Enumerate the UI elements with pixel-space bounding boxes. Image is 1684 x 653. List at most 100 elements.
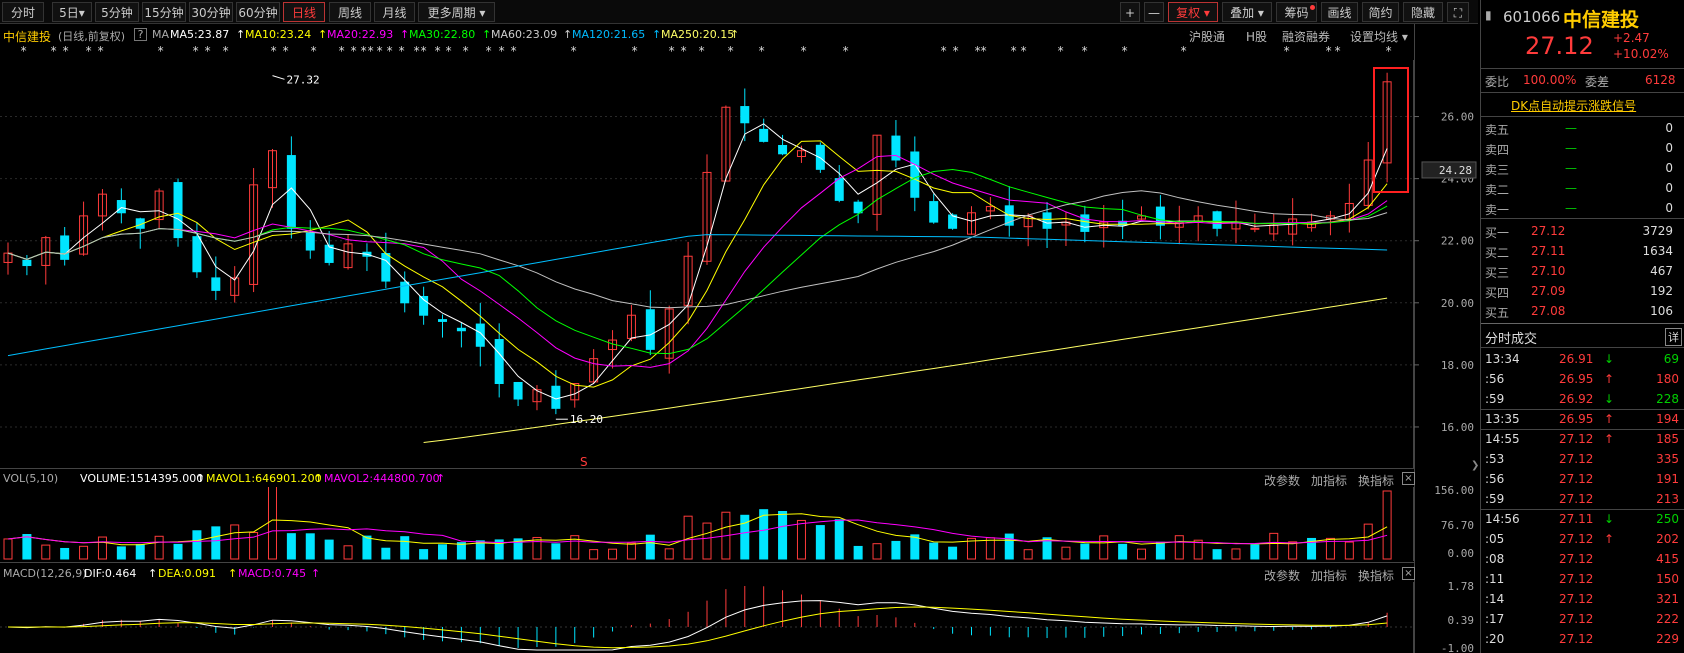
period-tab-9[interactable]: 更多周期 ▾ xyxy=(418,2,495,22)
period-tab-5[interactable]: 60分钟 xyxy=(236,2,280,22)
bid-price: 27.10 xyxy=(1531,264,1566,278)
period-tab-8[interactable]: 月线 xyxy=(374,2,415,22)
toolbar-right-7[interactable]: 隐藏 xyxy=(1403,2,1443,22)
candle-body xyxy=(1118,220,1128,226)
panel-divider xyxy=(0,468,1414,469)
volume-bar xyxy=(135,544,145,560)
toolbar-right-4[interactable]: 筹码 xyxy=(1276,2,1317,22)
ma120-value: MA120:21.65 xyxy=(572,28,646,41)
toolbar-right-8[interactable]: ⛶ xyxy=(1447,2,1469,22)
vol-change-params[interactable]: 改参数 xyxy=(1264,474,1301,488)
dk-signal-link[interactable]: DK点自动提示涨跌信号 xyxy=(1511,99,1637,113)
vol-add-indicator[interactable]: 加指标 xyxy=(1311,474,1348,488)
current-price-tag xyxy=(1421,161,1477,179)
chart-mode: (日线,前复权) xyxy=(58,30,126,43)
toolbar-right-2[interactable]: 复权 ▾ xyxy=(1168,2,1218,22)
signal-star: * xyxy=(157,44,165,58)
hgt-link[interactable]: 沪股通 xyxy=(1189,30,1226,44)
sell-signal-s: S xyxy=(580,455,588,468)
tick-vol: 229 xyxy=(1656,632,1679,646)
signal-star: * xyxy=(50,44,58,58)
menu-icon[interactable]: ▮ xyxy=(1485,8,1492,22)
volume-bar xyxy=(249,532,259,560)
volume-bar xyxy=(796,519,806,560)
volume-bar xyxy=(513,538,523,560)
toolbar-right-3[interactable]: 叠加 ▾ xyxy=(1222,2,1272,22)
macd-axis-label: 0.39 xyxy=(1448,614,1475,627)
macd-add-indicator[interactable]: 加指标 xyxy=(1311,569,1348,583)
signal-star: * xyxy=(85,44,93,58)
ask-row: 卖四 — 0 xyxy=(1481,139,1684,158)
candle-body xyxy=(759,128,769,142)
signal-star: * xyxy=(398,44,406,58)
period-tab-3[interactable]: 15分钟 xyxy=(142,2,186,22)
candle-body xyxy=(324,244,334,263)
last-price: 27.12 xyxy=(1525,32,1594,60)
toolbar-right-5[interactable]: 画线 xyxy=(1321,2,1358,22)
collapse-handle-icon[interactable]: ❯ xyxy=(1471,460,1480,471)
signal-star: * xyxy=(222,44,230,58)
candle-body xyxy=(778,144,788,155)
period-tab-6[interactable]: 日线 xyxy=(283,2,325,22)
candle-body xyxy=(97,193,107,217)
wb-label: 委比 xyxy=(1485,75,1510,89)
period-tab-0[interactable]: 分时 xyxy=(2,2,44,22)
macd-header: MACD(12,26,9) DIF:0.464 ↑ DEA:0.091 ↑ MA… xyxy=(0,564,1415,583)
vol-swap-indicator[interactable]: 换指标 xyxy=(1358,474,1395,488)
ask-price: — xyxy=(1565,121,1577,135)
volume-bar xyxy=(1269,532,1279,560)
ask-price: — xyxy=(1565,181,1577,195)
dif-value: DIF:0.464 xyxy=(84,567,137,580)
volume-bar xyxy=(41,544,51,560)
macd-close-icon[interactable]: × xyxy=(1402,567,1415,580)
detail-icon[interactable]: 详 xyxy=(1665,328,1682,346)
kline-chart[interactable]: 27.32 16.20 S xyxy=(0,60,1414,468)
volume-bar xyxy=(1288,541,1298,560)
margin-link[interactable]: 融资融券 xyxy=(1282,30,1331,44)
signal-star: * xyxy=(1180,44,1188,58)
vol-close-icon[interactable]: × xyxy=(1402,472,1415,485)
candle-body xyxy=(419,295,429,316)
tick-vol: 194 xyxy=(1656,412,1679,426)
tick-price: 27.12 xyxy=(1559,452,1594,466)
ask-price: — xyxy=(1565,161,1577,175)
signal-star: * xyxy=(631,44,639,58)
signal-star: * xyxy=(62,44,70,58)
period-tab-4[interactable]: 30分钟 xyxy=(189,2,233,22)
signal-star: * xyxy=(758,44,766,58)
ask-price: — xyxy=(1565,141,1577,155)
vol-label: VOL(5,10) xyxy=(3,472,59,485)
tick-time: 14:56 xyxy=(1485,512,1520,526)
tick-price: 26.91 xyxy=(1559,352,1594,366)
toolbar-right-6[interactable]: 简约 xyxy=(1362,2,1399,22)
tick-price: 27.11 xyxy=(1559,512,1594,526)
ask-label: 卖五 xyxy=(1485,123,1510,137)
tick-time: :59 xyxy=(1485,392,1505,406)
arrow-up-icon: ↑ xyxy=(314,472,324,485)
volume-bar xyxy=(1174,535,1184,560)
candle-body xyxy=(211,277,221,291)
h-share-link[interactable]: H股 xyxy=(1246,30,1268,44)
volume-bar xyxy=(532,536,542,560)
volume-bar xyxy=(116,546,126,560)
tick-row: 13:35 26.95 ↑ 194 xyxy=(1481,410,1684,429)
candle-body xyxy=(740,106,750,124)
period-toolbar: 分时 5日▾ 5分钟 15分钟 30分钟 60分钟 日线 周线 月线 更多周期 ▾ + — 复权 ▾ 叠加… xyxy=(0,0,1478,24)
volume-bar xyxy=(211,526,221,560)
set-ma-button[interactable]: 设置均线 ▾ xyxy=(1350,30,1408,44)
period-tab-1[interactable]: 5日▾ xyxy=(52,2,92,22)
signal-star: * xyxy=(282,44,290,58)
tick-time: :11 xyxy=(1485,572,1505,586)
tick-price: 27.12 xyxy=(1559,532,1594,546)
signal-star: * xyxy=(462,44,470,58)
toolbar-right-1[interactable]: — xyxy=(1144,2,1164,22)
toolbar-right-0[interactable]: + xyxy=(1120,2,1140,22)
macd-change-params[interactable]: 改参数 xyxy=(1264,569,1301,583)
candle-body xyxy=(192,236,202,273)
macd-swap-indicator[interactable]: 换指标 xyxy=(1358,569,1395,583)
candle-body xyxy=(589,358,599,383)
period-tab-2[interactable]: 5分钟 xyxy=(95,2,139,22)
help-icon[interactable]: ? xyxy=(134,28,147,41)
arrow-up-icon: ↑ xyxy=(652,28,662,41)
period-tab-7[interactable]: 周线 xyxy=(329,2,371,22)
